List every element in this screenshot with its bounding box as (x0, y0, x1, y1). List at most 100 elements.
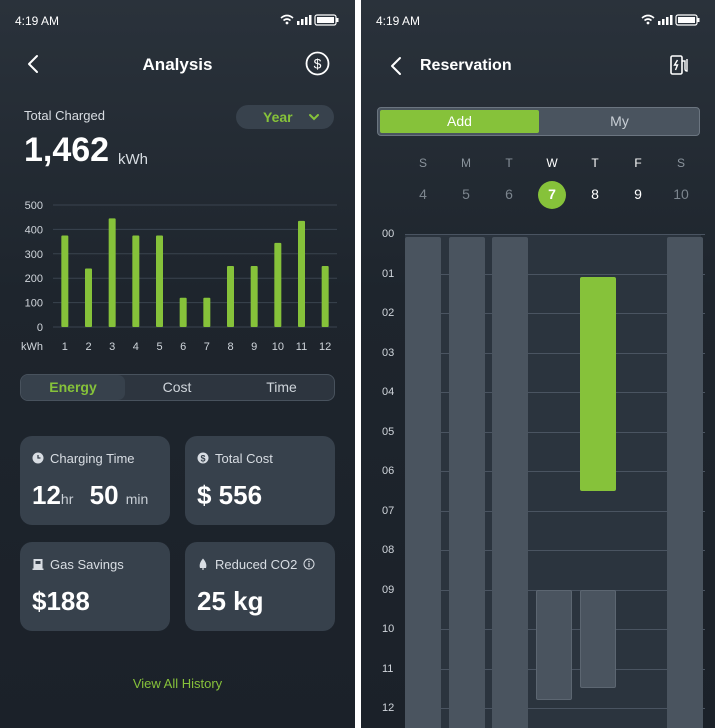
unavailable-day-column (405, 237, 441, 728)
date-number: 4 (419, 186, 427, 202)
wifi-icon (280, 14, 294, 25)
date-number: 5 (462, 186, 470, 202)
y-tick-label: 300 (25, 249, 43, 261)
hour-label: 12 (382, 702, 395, 714)
battery-icon (314, 14, 339, 26)
leaf-icon (199, 558, 207, 570)
x-tick-label: 3 (109, 341, 115, 353)
reservation-tabs: Add My (377, 107, 700, 136)
unavailable-day-column (448, 237, 485, 728)
tab-energy[interactable]: Energy (21, 375, 125, 400)
hour-gridline (405, 313, 705, 314)
hour-gridline (405, 510, 705, 512)
metric-tabs: Energy Cost Time (20, 374, 335, 401)
hour-gridline (405, 708, 705, 709)
reservation-screen: 4:19 AM Reservation Add My (361, 0, 715, 728)
analysis-screen: 4:19 AM Analysis $ Total Charged 1,462 (0, 0, 355, 728)
y-tick-label: 0 (37, 322, 43, 334)
x-tick-label: 2 (85, 341, 91, 353)
x-tick-label: 5 (156, 341, 162, 353)
status-bar: 4:19 AM (376, 13, 701, 29)
bar-month-9 (250, 266, 258, 327)
date-number: 8 (591, 186, 599, 202)
back-chevron-icon[interactable] (22, 52, 44, 76)
reduced-co2-text: Reduced CO2 (215, 557, 298, 572)
tab-cost[interactable]: Cost (162, 379, 192, 395)
unavailable-day-column (667, 237, 704, 728)
tab-add[interactable]: Add (380, 110, 539, 133)
total-charged-label: Total Charged (24, 108, 105, 123)
unavailable-day-column (492, 237, 529, 728)
info-icon[interactable] (303, 558, 315, 570)
charging-time-label: Charging Time (50, 451, 135, 466)
x-tick-label: 11 (296, 341, 307, 353)
status-time: 4:19 AM (376, 14, 421, 28)
hour-label: 00 (382, 228, 395, 240)
charging-station-icon[interactable] (668, 53, 690, 77)
status-icons (641, 14, 700, 26)
battery-icon (675, 14, 700, 26)
dollar-coin-icon[interactable]: $ (305, 51, 330, 76)
weekday-label: M (461, 156, 471, 170)
tab-my[interactable]: My (610, 113, 629, 129)
week-day-picker: S 4 M 5 T 6 W 7 T 8 F 9 S 10 (401, 156, 699, 216)
hour-label: 10 (382, 623, 395, 635)
hour-label: 02 (382, 307, 395, 319)
hour-label: 03 (382, 346, 395, 359)
y-tick-label: 500 (25, 200, 43, 212)
hour-gridline (405, 471, 705, 472)
hour-label: 11 (382, 662, 394, 675)
date-number: 6 (505, 186, 513, 202)
wifi-icon (641, 14, 655, 25)
y-tick-label: 200 (25, 273, 43, 285)
total-charged-value: 1,462 (24, 131, 110, 169)
x-axis-label: kWh (21, 341, 43, 353)
status-bar: 4:19 AM (15, 13, 340, 29)
hours-unit: hr (60, 491, 74, 507)
reduced-co2-value: 25 kg (197, 586, 264, 616)
dollar-icon: $ (197, 452, 209, 464)
date-number: 7 (548, 186, 556, 202)
charging-minutes: 50 (89, 480, 119, 510)
x-tick-label: 8 (227, 341, 233, 353)
y-tick-label: 400 (25, 224, 43, 236)
x-tick-label: 9 (251, 341, 257, 353)
bar-month-4 (132, 235, 140, 327)
charging-time-card: Charging Time 12hr 50 min (20, 436, 170, 525)
booked-slot-block[interactable] (536, 589, 573, 701)
selected-day-indicator (538, 181, 566, 209)
reservation-timeline: 00 01 02 03 04 05 06 07 08 09 10 11 12 (361, 224, 715, 728)
charging-time-value: 12hr 50 min (32, 480, 148, 511)
clock-icon (32, 452, 44, 464)
back-chevron-icon[interactable] (385, 54, 407, 78)
svg-text:$: $ (200, 454, 205, 464)
day-10[interactable]: S 10 (666, 156, 696, 202)
charging-hours: 12 (32, 480, 61, 510)
period-selected: Year (263, 109, 293, 125)
signal-icon (658, 15, 673, 25)
weekday-label: W (546, 156, 558, 170)
period-dropdown[interactable]: Year (236, 105, 334, 129)
my-reservation-block[interactable] (579, 277, 616, 491)
minutes-unit: min (125, 491, 149, 507)
hour-label: 05 (382, 425, 395, 438)
x-tick-label: 6 (180, 341, 186, 353)
weekday-label: S (418, 156, 427, 170)
booked-slot-block[interactable] (579, 589, 616, 689)
x-tick-label: 7 (204, 341, 210, 353)
tab-time[interactable]: Time (266, 379, 297, 395)
page-title: Reservation (420, 57, 512, 74)
bar-month-1 (61, 235, 69, 327)
view-all-history-link[interactable]: View All History (132, 676, 223, 691)
bar-month-5 (156, 235, 163, 327)
bar-month-8 (227, 266, 234, 327)
weekday-label: T (505, 156, 513, 170)
hour-label: 07 (382, 504, 395, 517)
